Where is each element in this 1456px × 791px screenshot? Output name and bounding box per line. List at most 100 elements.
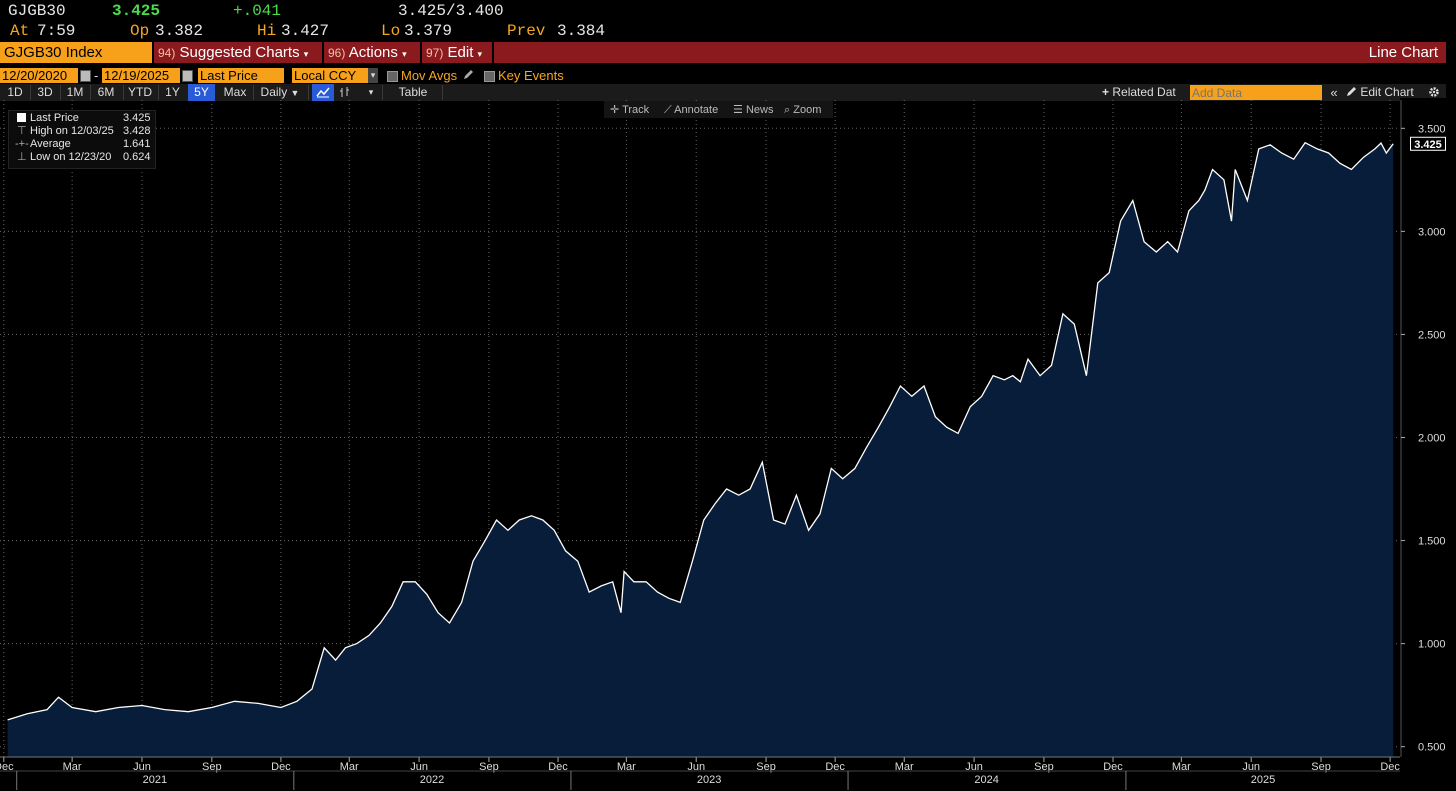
x-tick-label: Mar	[340, 761, 359, 773]
currency-select[interactable]: Local CCY	[292, 68, 368, 83]
add-data-input[interactable]	[1190, 85, 1322, 100]
table-button[interactable]: Table	[398, 85, 428, 99]
high-label: Hi	[257, 22, 277, 40]
title-divider	[492, 42, 494, 63]
suggested-charts-button[interactable]: 94) Suggested Charts ▾	[158, 42, 308, 63]
legend-high-value: 3.428	[123, 125, 151, 137]
collapse-icon[interactable]: «	[1330, 85, 1338, 100]
range-divider	[90, 85, 91, 100]
high-value: 3.427	[281, 22, 330, 40]
range-divider	[382, 85, 383, 100]
actions-number: 96)	[328, 46, 346, 60]
range-5y-button[interactable]: 5Y	[188, 84, 215, 101]
news-tool[interactable]: ☰ News	[733, 104, 773, 116]
range-divider	[253, 85, 254, 100]
x-year-label: 2023	[697, 774, 721, 786]
key-events-label: Key Events	[498, 68, 564, 83]
legend-last-value: 3.425	[123, 112, 151, 124]
edit-chart-button[interactable]: Edit Chart	[1346, 84, 1422, 101]
mov-avgs-label: Mov Avgs	[401, 68, 458, 83]
range-ytd-button[interactable]: YTD	[128, 85, 152, 99]
end-date-input[interactable]: 12/19/2025	[102, 68, 180, 83]
title-divider	[420, 42, 422, 63]
pencil-icon[interactable]	[462, 69, 474, 81]
range-max-button[interactable]: Max	[223, 85, 247, 99]
x-year-label: 2024	[974, 774, 998, 786]
y-tick-label: 3.500	[1418, 123, 1446, 135]
x-year-label: 2025	[1251, 774, 1275, 786]
x-tick-label: Jun	[133, 761, 151, 773]
bar-chart-icon[interactable]	[336, 84, 354, 101]
x-tick-label: Jun	[1242, 761, 1260, 773]
x-tick-label: Mar	[63, 761, 82, 773]
chart-area	[7, 141, 1394, 757]
related-data-button[interactable]: + Related Dat	[1102, 84, 1186, 101]
range-3d-button[interactable]: 3D	[37, 85, 53, 99]
line-chart-icon[interactable]	[312, 84, 334, 101]
range-divider	[308, 85, 309, 100]
related-data-label: Related Dat	[1112, 85, 1176, 99]
news-icon: ☰	[733, 104, 743, 116]
chevron-down-icon: ▾	[303, 49, 309, 59]
at-time: 7:59	[37, 22, 76, 40]
crosshair-icon: ✛	[610, 104, 620, 116]
periodicity-select[interactable]: Daily ▼	[255, 84, 305, 101]
edit-number: 97)	[426, 46, 444, 60]
range-1y-button[interactable]: 1Y	[165, 85, 180, 99]
open-value: 3.382	[155, 22, 204, 40]
last-price-swatch[interactable]	[17, 113, 26, 122]
zoom-label: Zoom	[793, 104, 822, 116]
legend-high-label: High on 12/03/25	[30, 125, 114, 137]
chevron-down-icon: ▾	[402, 49, 407, 59]
chevron-down-icon[interactable]: ▾	[368, 87, 374, 97]
track-label: Track	[622, 104, 650, 116]
x-tick-label: Mar	[617, 761, 636, 773]
mov-avgs-checkbox[interactable]	[387, 71, 398, 82]
range-divider	[158, 85, 159, 100]
chart-type-label: Line Chart	[1368, 44, 1438, 61]
title-bar: GJGB30 Index 94) Suggested Charts ▾ 96) …	[0, 42, 1446, 63]
x-tick-label: Dec	[1103, 761, 1123, 773]
start-date-input[interactable]: 12/20/2020	[0, 68, 78, 83]
suggested-charts-label: Suggested Charts	[179, 44, 300, 61]
actions-label: Actions	[348, 44, 398, 61]
chart-legend: Last Price 3.425 ⊤ High on 12/03/25 3.42…	[8, 110, 156, 169]
range-6m-button[interactable]: 6M	[97, 85, 115, 99]
x-year-label: 2022	[420, 774, 444, 786]
legend-low-label: Low on 12/23/20	[30, 151, 112, 163]
x-tick-label: Mar	[895, 761, 914, 773]
legend-avg-value: 1.641	[123, 138, 151, 150]
edit-chart-label: Edit Chart	[1360, 85, 1414, 99]
range-divider	[60, 85, 61, 100]
x-tick-label: Dec	[0, 761, 14, 773]
zoom-tool[interactable]: ⌕ Zoom	[784, 104, 821, 116]
legend-avg-label: Average	[30, 138, 71, 150]
x-tick-label: Jun	[965, 761, 983, 773]
range-1d-button[interactable]: 1D	[7, 85, 23, 99]
track-tool[interactable]: ✛ Track	[610, 104, 649, 116]
average-marker-icon: -+-	[15, 138, 29, 150]
x-tick-label: Dec	[1380, 761, 1400, 773]
last-price-box-inner	[1411, 137, 1445, 150]
plus-icon: +	[1102, 85, 1110, 99]
edit-button[interactable]: 97) Edit ▾	[426, 42, 482, 63]
chevron-down-icon[interactable]: ▾	[368, 68, 378, 83]
key-events-checkbox[interactable]	[484, 71, 495, 82]
calendar-icon[interactable]	[182, 70, 193, 82]
range-divider	[442, 85, 443, 100]
x-tick-label: Mar	[1172, 761, 1191, 773]
annotate-tool[interactable]: ⟋ Annotate	[664, 104, 718, 116]
actions-button[interactable]: 96) Actions ▾	[328, 42, 407, 63]
range-1m-button[interactable]: 1M	[66, 85, 84, 99]
news-label: News	[745, 104, 774, 116]
calendar-icon[interactable]	[80, 70, 91, 82]
annotate-label: Annotate	[674, 104, 719, 116]
ticker-symbol: GJGB30	[8, 2, 66, 20]
gear-icon[interactable]	[1426, 84, 1442, 101]
suggested-charts-number: 94)	[158, 46, 176, 60]
price-field-select[interactable]: Last Price	[198, 68, 284, 83]
bid-ask: 3.425/3.400	[398, 2, 504, 20]
security-field[interactable]: GJGB30 Index	[0, 42, 152, 63]
x-year-label: 2021	[143, 774, 167, 786]
